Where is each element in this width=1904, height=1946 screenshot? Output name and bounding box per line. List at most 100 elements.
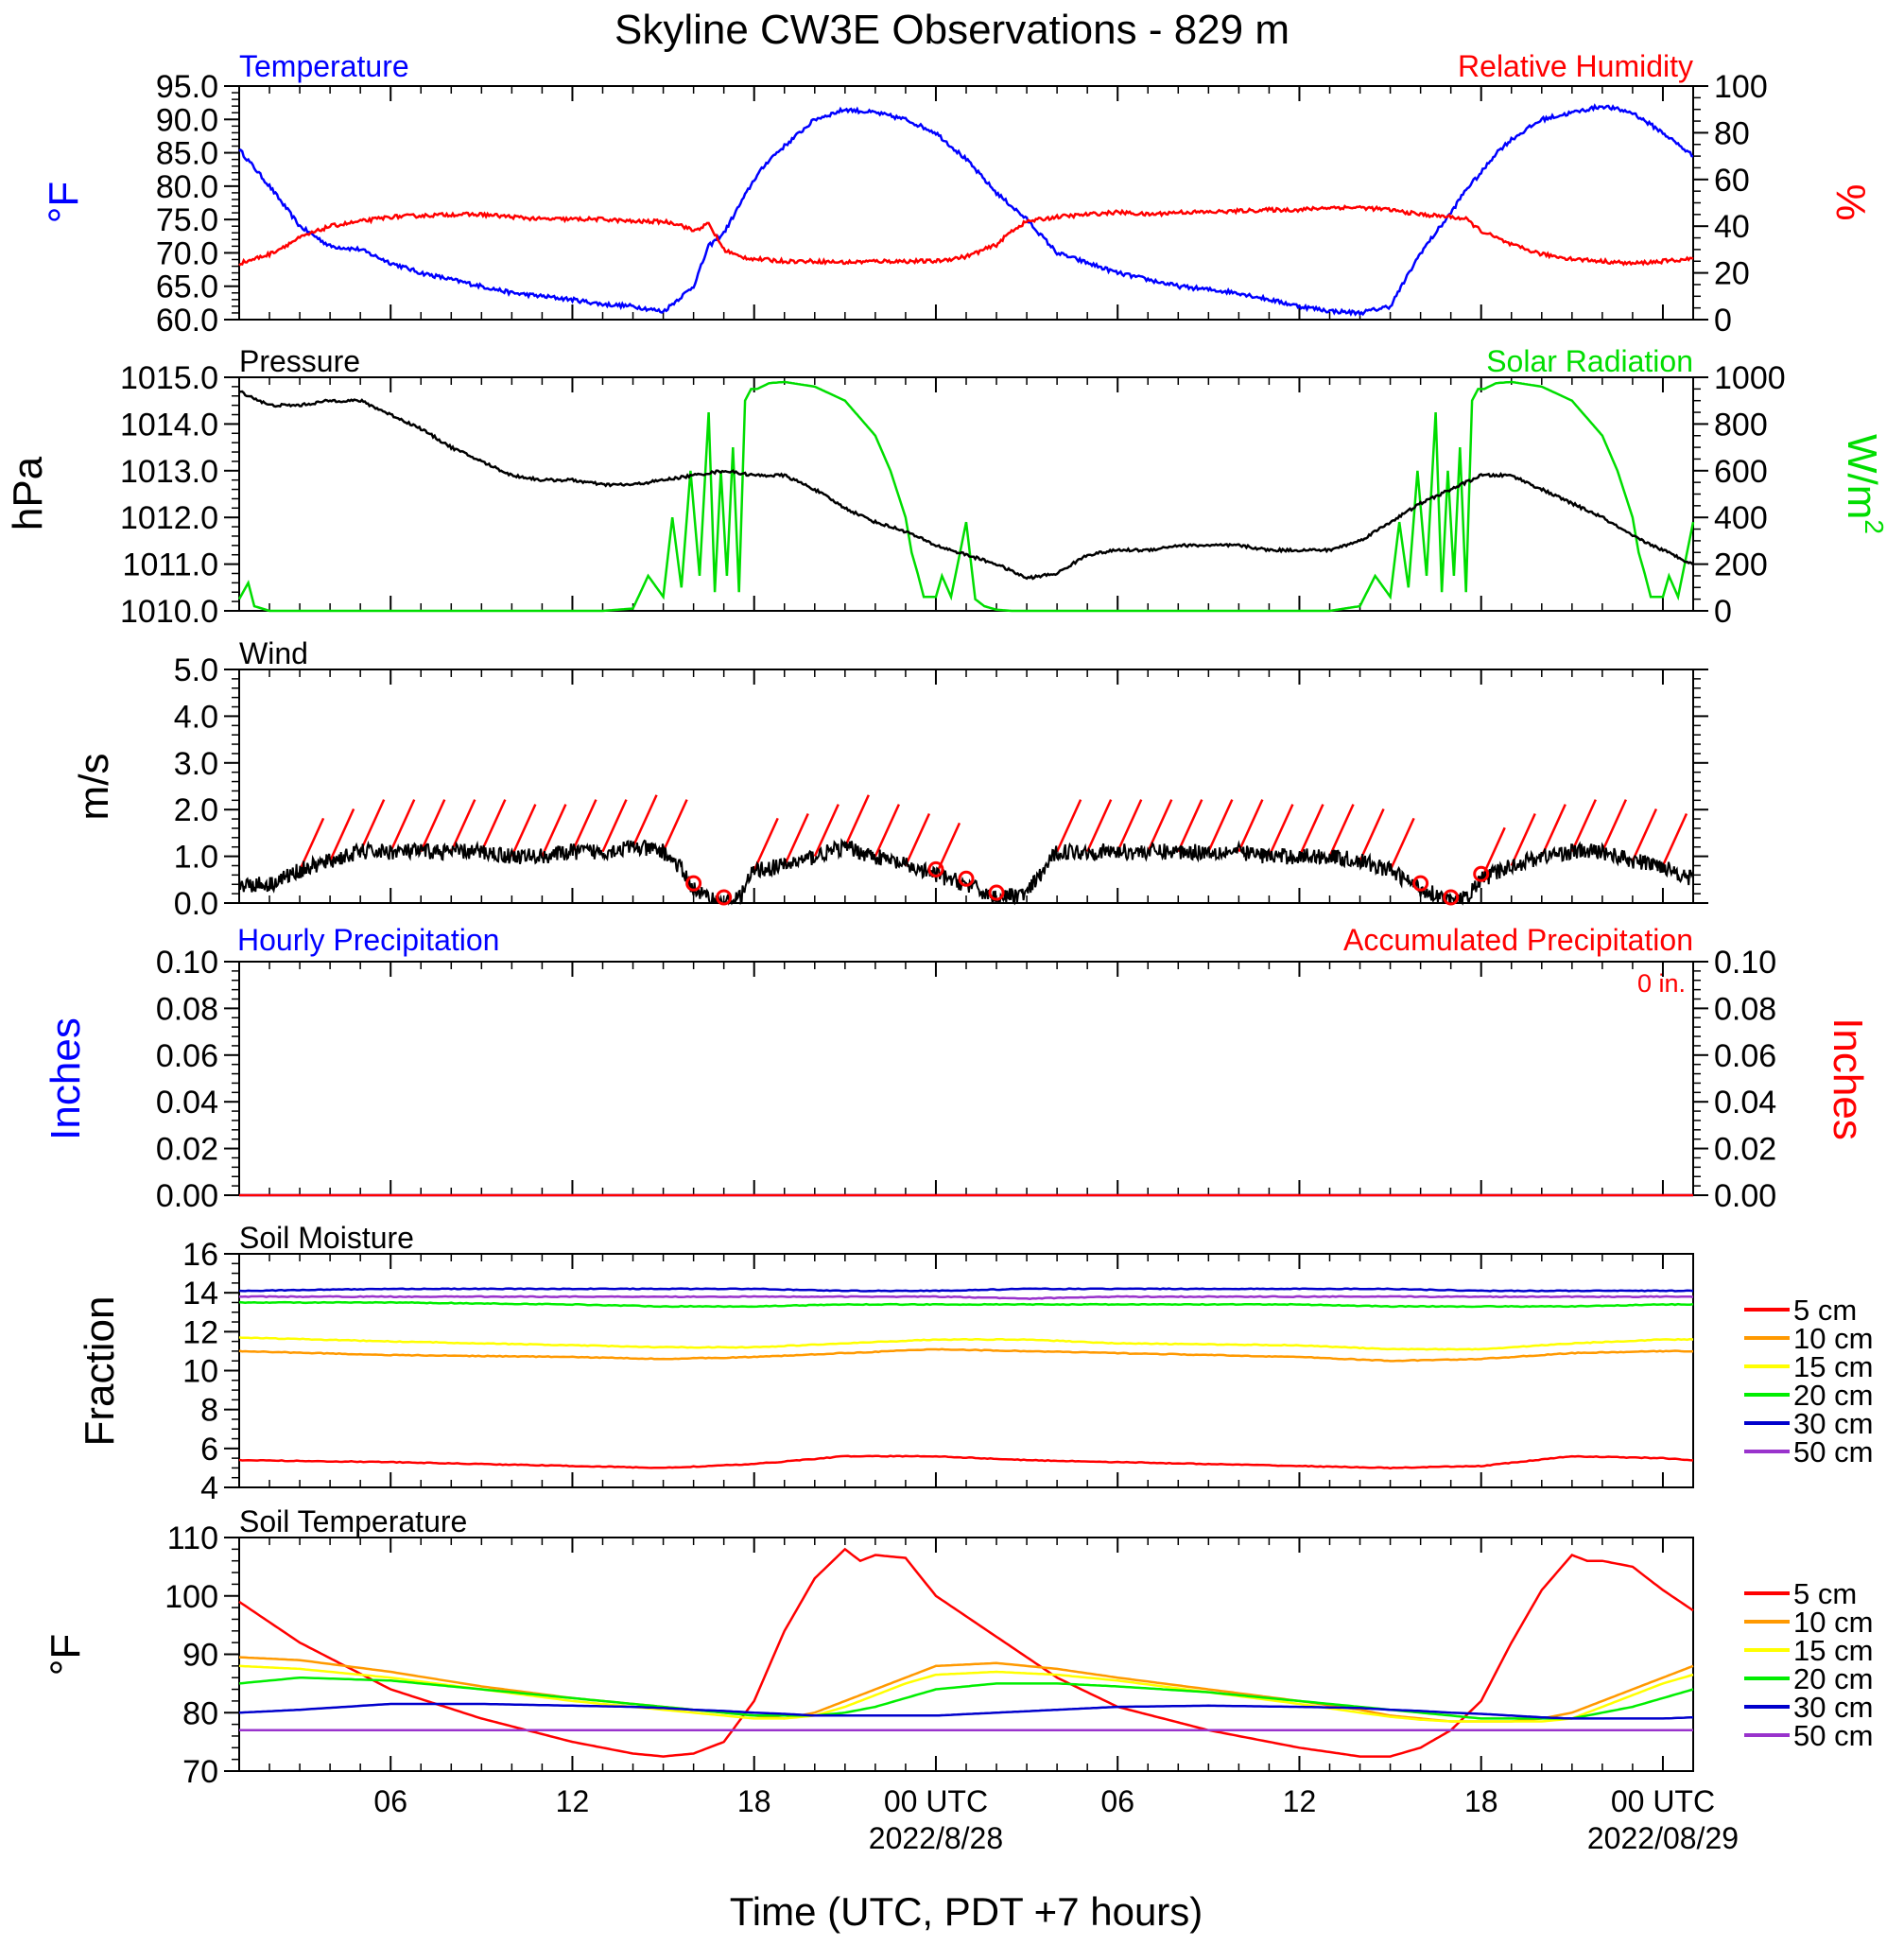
wind-barb [359, 799, 386, 853]
panel-wind-xticks [238, 669, 1694, 903]
y-tick-label: 80 [182, 1695, 218, 1731]
y-tick-label: 100 [1714, 69, 1768, 105]
y-tick-label: 6 [200, 1432, 218, 1468]
y-tick-label: 400 [1714, 500, 1768, 536]
y-tick-label: 40 [1714, 209, 1750, 245]
wind-barb [1540, 804, 1566, 858]
y-tick-label: 0.04 [156, 1085, 218, 1121]
y-tick-label: 2.0 [174, 792, 218, 828]
accum-precip-axis-unit: Inches [1825, 1017, 1871, 1140]
wind-barb [1480, 826, 1506, 880]
solar-unit-superscript: 2 [1860, 519, 1889, 534]
calm-wind-marker [927, 860, 944, 877]
panel-temperature-humidity: Temperature Relative Humidity °F % 60.06… [41, 49, 1874, 339]
x-tick-label: 12 [1283, 1784, 1317, 1818]
legend-label: 50 cm [1793, 1435, 1873, 1468]
panel-frame [238, 85, 1694, 321]
y-tick-label: 110 [167, 1520, 218, 1556]
y-tick-label: 0.10 [1714, 945, 1776, 981]
pressure-series [238, 390, 1694, 581]
x-tick-label: 12 [556, 1784, 590, 1818]
wind-barb [1601, 799, 1628, 853]
y-tick-label: 10 [182, 1354, 218, 1390]
wind-axis-unit: m/s [71, 754, 117, 821]
temperature-title: Temperature [239, 49, 409, 83]
calm-wind-marker [1473, 865, 1490, 882]
soil-moisture-series [238, 1336, 1694, 1351]
y-tick-label: 70.0 [156, 235, 218, 271]
y-tick-label: 0.0 [174, 886, 218, 922]
calm-wind-marker [1443, 889, 1460, 906]
svg-text:W/m2: W/m2 [1839, 434, 1889, 534]
y-tick-label: 1000 [1714, 360, 1786, 396]
soil-moisture-series [238, 1454, 1694, 1470]
panel-precipitation: Hourly Precipitation Accumulated Precipi… [43, 923, 1871, 1214]
panel-sm-xticks [238, 1254, 1694, 1487]
y-tick-label: 80.0 [156, 169, 218, 205]
pressure-title: Pressure [239, 344, 360, 378]
x-axis-title: Time (UTC, PDT +7 hours) [730, 1889, 1203, 1934]
wind-barb [1510, 812, 1536, 866]
humidity-ticks: 0 20 40 60 80 100 [1693, 69, 1768, 339]
y-tick-label: 1011.0 [123, 547, 218, 583]
calm-wind-marker [988, 884, 1005, 901]
panel-st-xticks [238, 1538, 1694, 1771]
y-tick-label: 80 [1714, 115, 1750, 151]
y-tick-label: 95.0 [156, 69, 218, 105]
wind-barb [1359, 808, 1385, 862]
x-tick-label: 00 UTC [884, 1784, 988, 1818]
wind-barb [1055, 799, 1082, 853]
wind-barb [1207, 799, 1234, 853]
humidity-title: Relative Humidity [1458, 49, 1693, 83]
wind-barb [1328, 804, 1355, 858]
y-tick-label: 1010.0 [120, 594, 218, 630]
humidity-series [238, 204, 1694, 267]
hourly-precip-title: Hourly Precipitation [237, 923, 499, 957]
legend-label: 20 cm [1793, 1662, 1873, 1695]
x-axis-date-labels: 2022/8/28 2022/08/29 [869, 1821, 1739, 1855]
y-tick-label: 16 [182, 1237, 218, 1273]
precip-ticks-right: 0.00 0.02 0.04 0.06 0.08 0.10 [1693, 945, 1776, 1214]
y-tick-label: 60.0 [156, 303, 218, 339]
x-tick-label: 06 [1100, 1784, 1134, 1818]
wind-barb [420, 799, 446, 853]
temperature-series [238, 103, 1694, 317]
wind-barb [934, 822, 961, 876]
wind-barb [662, 799, 688, 853]
y-tick-label: 0.02 [1714, 1132, 1776, 1168]
y-tick-label: 0.10 [156, 945, 218, 981]
calm-wind-marker [958, 870, 975, 887]
soil-temperature-series [238, 1702, 1694, 1720]
wind-barb [450, 799, 476, 853]
panel-soil-temperature: Soil Temperature °F 70 80 90 100 110 5 cm10 … [43, 1504, 1873, 1790]
wind-barb [632, 794, 658, 848]
panel-frame [238, 961, 1694, 1196]
y-tick-label: 0.06 [1714, 1038, 1776, 1074]
legend-label: 10 cm [1793, 1322, 1873, 1355]
y-tick-label: 1.0 [174, 840, 218, 876]
y-tick-label: 0.00 [156, 1178, 218, 1214]
y-tick-label: 8 [200, 1393, 218, 1429]
temperature-axis-unit: °F [41, 182, 87, 223]
y-tick-label: 1015.0 [120, 360, 218, 396]
y-tick-label: 12 [182, 1314, 218, 1350]
y-tick-label: 1013.0 [120, 454, 218, 490]
temperature-ticks: 60.065.070.075.080.085.090.095.0 [156, 69, 239, 339]
legend-label: 30 cm [1793, 1691, 1873, 1724]
panel-pressure-xticks [238, 377, 1694, 611]
soil-moisture-series [238, 1287, 1694, 1293]
y-tick-label: 100 [164, 1579, 218, 1615]
solar-axis-unit: W/m2 [1839, 434, 1889, 534]
wind-barb [874, 804, 901, 858]
wind-barb [1086, 799, 1113, 853]
panel-temp-xticks [238, 86, 1694, 320]
soil-temperature-lines [238, 1547, 1694, 1758]
pressure-ticks: 1010.0 1011.0 1012.0 1013.0 1014.0 1015.0 [120, 360, 239, 630]
soil-moisture-series [238, 1294, 1694, 1300]
wind-title: Wind [239, 636, 308, 670]
x-tick-label: 00 UTC [1611, 1784, 1715, 1818]
y-tick-label: 85.0 [156, 136, 218, 172]
